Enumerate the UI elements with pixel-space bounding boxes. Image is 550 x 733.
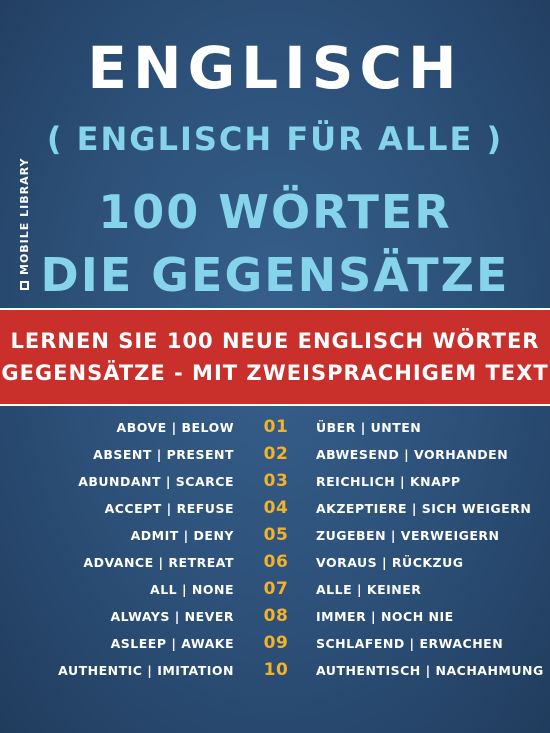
publisher-label: MOBILE LIBRARY	[18, 158, 31, 290]
pair-number: 07	[263, 579, 289, 599]
cover-words-line: 100 WÖRTER	[98, 185, 452, 239]
english-pair: ADVANCE | RETREAT	[83, 555, 234, 570]
cover-title: ENGLISCH	[87, 34, 463, 102]
pair-number: 01	[263, 417, 289, 437]
pair-number: 02	[263, 444, 289, 464]
english-pair: ADMIT | DENY	[130, 528, 234, 543]
publisher-name: MOBILE LIBRARY	[18, 157, 31, 275]
german-pair: VORAUS | RÜCKZUG	[316, 555, 464, 570]
german-pair: REICHLICH | KNAPP	[316, 474, 461, 489]
cover-topic-line: DIE GEGENSÄTZE	[40, 248, 510, 302]
word-pair-row: AUTHENTIC | IMITATION 10 AUTHENTISCH | N…	[0, 657, 550, 684]
red-banner: LERNEN SIE 100 NEUE ENGLISCH WÖRTER GEGE…	[0, 308, 550, 406]
banner-line-2: GEGENSÄTZE - MIT ZWEISPRACHIGEM TEXT	[1, 361, 549, 385]
german-pair: ABWESEND | VORHANDEN	[316, 447, 509, 462]
german-pair: ZUGEBEN | VERWEIGERN	[316, 528, 500, 543]
word-pair-row: ACCEPT | REFUSE 04 AKZEPTIERE | SICH WEI…	[0, 495, 550, 522]
word-pair-row: ADMIT | DENY 05 ZUGEBEN | VERWEIGERN	[0, 522, 550, 549]
english-pair: ASLEEP | AWAKE	[110, 636, 234, 651]
word-pair-row: ASLEEP | AWAKE 09 SCHLAFEND | ERWACHEN	[0, 630, 550, 657]
english-pair: AUTHENTIC | IMITATION	[58, 663, 234, 678]
pair-number: 05	[263, 525, 289, 545]
banner-line-1: LERNEN SIE 100 NEUE ENGLISCH WÖRTER	[10, 329, 540, 353]
word-pair-row: ABUNDANT | SCARCE 03 REICHLICH | KNAPP	[0, 468, 550, 495]
english-pair: ABUNDANT | SCARCE	[78, 474, 234, 489]
english-pair: ALWAYS | NEVER	[110, 609, 234, 624]
publisher-square-icon	[20, 281, 29, 290]
german-pair: ALLE | KEINER	[316, 582, 422, 597]
word-pair-row: ABSENT | PRESENT 02 ABWESEND | VORHANDEN	[0, 441, 550, 468]
word-pair-row: ALL | NONE 07 ALLE | KEINER	[0, 576, 550, 603]
german-pair: ÜBER | UNTEN	[316, 420, 422, 435]
word-pair-row: ALWAYS | NEVER 08 IMMER | NOCH NIE	[0, 603, 550, 630]
pair-number: 08	[263, 606, 289, 626]
pair-number: 04	[263, 498, 289, 518]
cover-subtitle: ( ENGLISCH FÜR ALLE )	[46, 120, 504, 158]
german-pair: AUTHENTISCH | NACHAHMUNG	[316, 663, 544, 678]
english-pair: ALL | NONE	[150, 582, 234, 597]
german-pair: IMMER | NOCH NIE	[316, 609, 454, 624]
english-pair: ABOVE | BELOW	[116, 420, 234, 435]
pair-number: 06	[263, 552, 289, 572]
german-pair: AKZEPTIERE | SICH WEIGERN	[316, 501, 532, 516]
english-pair: ABSENT | PRESENT	[93, 447, 234, 462]
word-pair-row: ABOVE | BELOW 01 ÜBER | UNTEN	[0, 414, 550, 441]
word-pair-row: ADVANCE | RETREAT 06 VORAUS | RÜCKZUG	[0, 549, 550, 576]
pair-number: 09	[263, 633, 289, 653]
english-pair: ACCEPT | REFUSE	[104, 501, 234, 516]
pair-number: 03	[263, 471, 289, 491]
german-pair: SCHLAFEND | ERWACHEN	[316, 636, 504, 651]
pair-number: 10	[263, 660, 289, 680]
